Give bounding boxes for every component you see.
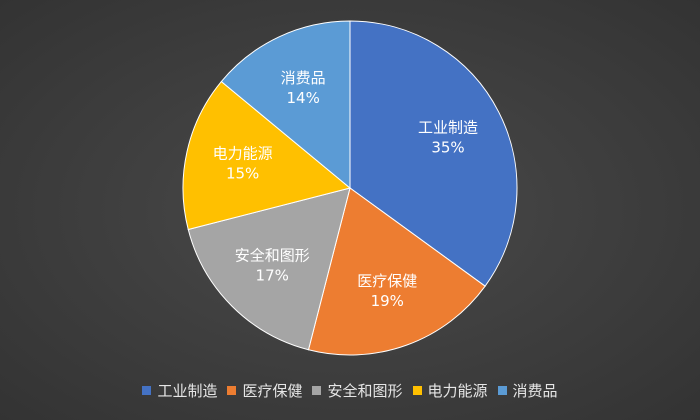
legend-item: 消费品	[497, 380, 558, 401]
slice-category-label: 安全和图形	[235, 246, 310, 264]
pie-slice	[182, 80, 352, 231]
legend-item: 医疗保健	[227, 380, 302, 401]
legend-label: 工业制造	[157, 382, 218, 400]
legend-item: 电力能源	[412, 380, 488, 401]
legend: 工业制造 医疗保健 安全和图形 电力能源 消费品	[0, 380, 700, 401]
slice-value-label: 17%	[256, 266, 289, 284]
slice-value-label: 15%	[226, 165, 259, 183]
slice-value-label: 19%	[371, 292, 404, 310]
legend-label: 消费品	[512, 382, 558, 400]
legend-label: 安全和图形	[327, 382, 403, 400]
pie-slice	[349, 20, 518, 287]
pie-slice	[187, 187, 351, 351]
legend-swatch	[412, 386, 422, 395]
slice-value-label: 35%	[431, 139, 464, 157]
slice-category-label: 工业制造	[418, 119, 478, 137]
legend-swatch	[312, 386, 322, 395]
slice-value-label: 14%	[286, 89, 319, 107]
slice-category-label: 电力能源	[213, 145, 273, 163]
chart: 工业制造 35% 医疗保健 19% 安全和图形 17% 电力能源 15% 消费品 14%	[182, 20, 518, 356]
legend-label: 电力能源	[427, 382, 488, 400]
slice-category-label: 消费品	[281, 69, 326, 87]
legend-item: 工业制造	[142, 380, 217, 401]
legend-swatch	[142, 386, 152, 395]
legend-swatch	[497, 386, 507, 395]
legend-item: 安全和图形	[312, 380, 403, 401]
slice-category-label: 医疗保健	[357, 272, 417, 290]
legend-swatch	[227, 386, 237, 395]
pie-slice	[220, 20, 351, 190]
legend-label: 医疗保健	[242, 382, 303, 400]
pie-slice	[307, 187, 486, 356]
